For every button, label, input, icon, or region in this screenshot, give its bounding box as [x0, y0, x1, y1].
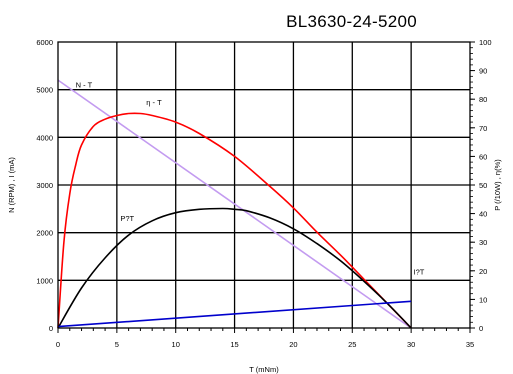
y-right-tick-label: 70: [479, 124, 487, 133]
series-layer: [57, 79, 412, 329]
plot-frame: [57, 41, 471, 329]
y-left-tick-label: 3000: [36, 181, 53, 190]
x-tick-label: 10: [172, 340, 180, 349]
grid: [58, 42, 470, 328]
series-labels: N - T η - T P?T I?T: [76, 80, 425, 276]
y-right-tick-label: 30: [479, 238, 487, 247]
y-left-tick-label: 2000: [36, 229, 53, 238]
y-left-tick-label: 4000: [36, 133, 53, 142]
y-left-tick-label: 5000: [36, 86, 53, 95]
series-label: N - T: [76, 80, 93, 89]
series-line: [57, 112, 412, 329]
y-right-tick-label: 80: [479, 95, 487, 104]
y-right-tick-label: 20: [479, 267, 487, 276]
x-tick-label: 25: [348, 340, 356, 349]
x-tick-label: 0: [56, 340, 60, 349]
y-axis-left-label: N (RPM) , I (mA): [7, 157, 16, 213]
y-right-tick-label: 40: [479, 210, 487, 219]
y-right-tick-label: 60: [479, 152, 487, 161]
x-tick-label: 5: [115, 340, 119, 349]
y-right-tick-label: 50: [479, 181, 487, 190]
series-label: P?T: [120, 214, 134, 223]
x-tick-label: 15: [230, 340, 238, 349]
chart-title: BL3630-24-5200: [286, 12, 417, 31]
x-tick-label: 30: [407, 340, 415, 349]
axes: [57, 41, 475, 333]
y-left-tick-label: 6000: [36, 38, 53, 47]
series-label: η - T: [146, 98, 162, 107]
y-right-tick-label: 90: [479, 67, 487, 76]
x-axis-label: T (mNm): [249, 365, 279, 374]
y-right-tick-label: 0: [479, 324, 483, 333]
y-left-tick-label: 1000: [36, 276, 53, 285]
series-line: [57, 79, 412, 329]
y-right-tick-label: 100: [479, 38, 492, 47]
tick-labels: 0 5 10 15 20 25 30 35 0 1000 2000 3000 4000 5000 6000 0…: [36, 38, 491, 349]
y-left-tick-label: 0: [49, 324, 53, 333]
y-axis-right-label: P (/10W) , η(%): [493, 159, 502, 211]
series-line: [57, 207, 412, 329]
x-tick-label: 35: [466, 340, 474, 349]
series-line: [57, 300, 412, 328]
y-right-tick-label: 10: [479, 295, 487, 304]
x-tick-label: 20: [289, 340, 297, 349]
series-label: I?T: [413, 268, 424, 277]
